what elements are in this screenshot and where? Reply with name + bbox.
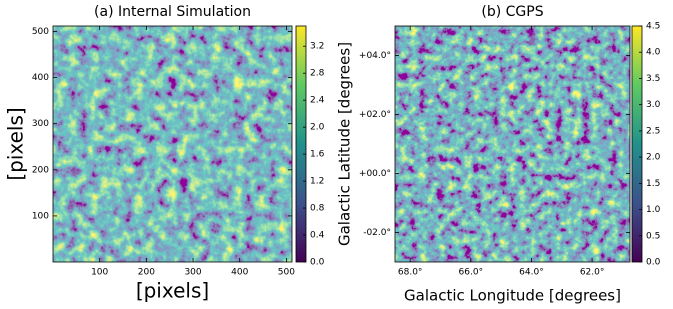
x-axis-label: Galactic Longitude [degrees]	[404, 287, 621, 305]
colorbar-tick-label: 2.0	[646, 153, 661, 163]
colorbar-tick-label: 0.0	[646, 258, 661, 268]
x-tick-label: 66.0°	[459, 268, 484, 278]
colorbar-tick-label: 3.0	[646, 100, 661, 110]
x-tick-label: 100	[91, 268, 108, 278]
y-tick-label: +02.0°	[359, 110, 391, 120]
colorbar-tick-label: 2.0	[310, 123, 325, 133]
y-tick-label: -02.0°	[363, 228, 391, 238]
colorbar-tick-label: 2.4	[310, 96, 325, 106]
heatmap-image	[53, 26, 292, 262]
colorbar-tick-label: 0.5	[646, 231, 660, 241]
plot-frame	[394, 25, 631, 263]
colorbar-tick-label: 1.0	[646, 205, 661, 215]
x-tick-label: 64.0°	[519, 268, 544, 278]
colorbar-tick-label: 3.5	[646, 74, 660, 84]
colorbar-tick-label: 2.8	[310, 69, 325, 79]
chart-title: (b) CGPS	[481, 4, 543, 20]
colorbar-tick-label: 2.5	[646, 126, 660, 136]
colorbar-tick-label: 3.2	[310, 42, 324, 52]
colorbar-tick-label: 1.5	[646, 179, 660, 189]
colorbar-tick-label: 1.2	[310, 177, 324, 187]
x-axis-label: [pixels]	[136, 279, 209, 303]
plot-frame	[52, 25, 293, 263]
colorbar-tick-label: 4.5	[646, 22, 660, 32]
y-tick-label: 500	[32, 27, 49, 37]
x-tick-label: 200	[138, 268, 155, 278]
y-tick-label: +00.0°	[359, 169, 391, 179]
y-tick-label: 100	[32, 211, 49, 221]
colorbar-tick-label: 0.4	[310, 231, 325, 241]
colorbar-tick-label: 1.6	[310, 150, 325, 160]
colorbar	[631, 25, 643, 263]
y-axis-label: [pixels]	[4, 107, 28, 180]
chart-title: (a) Internal Simulation	[94, 4, 251, 20]
colorbar-tick-label: 0.8	[310, 204, 325, 214]
colorbar-tick-label: 0.0	[310, 258, 325, 268]
colorbar-tick-label: 4.0	[646, 48, 661, 58]
x-tick-label: 62.0°	[580, 268, 605, 278]
y-tick-label: +04.0°	[359, 51, 391, 61]
colorbar	[295, 25, 307, 263]
x-tick-label: 300	[184, 268, 201, 278]
x-tick-label: 500	[278, 268, 295, 278]
y-tick-label: 400	[32, 73, 49, 83]
y-tick-label: 300	[32, 119, 49, 129]
y-axis-label: Galactic Latitude [degrees]	[336, 42, 354, 246]
heatmap-image	[395, 26, 630, 262]
x-tick-label: 68.0°	[398, 268, 423, 278]
x-tick-label: 400	[231, 268, 248, 278]
y-tick-label: 200	[32, 165, 49, 175]
